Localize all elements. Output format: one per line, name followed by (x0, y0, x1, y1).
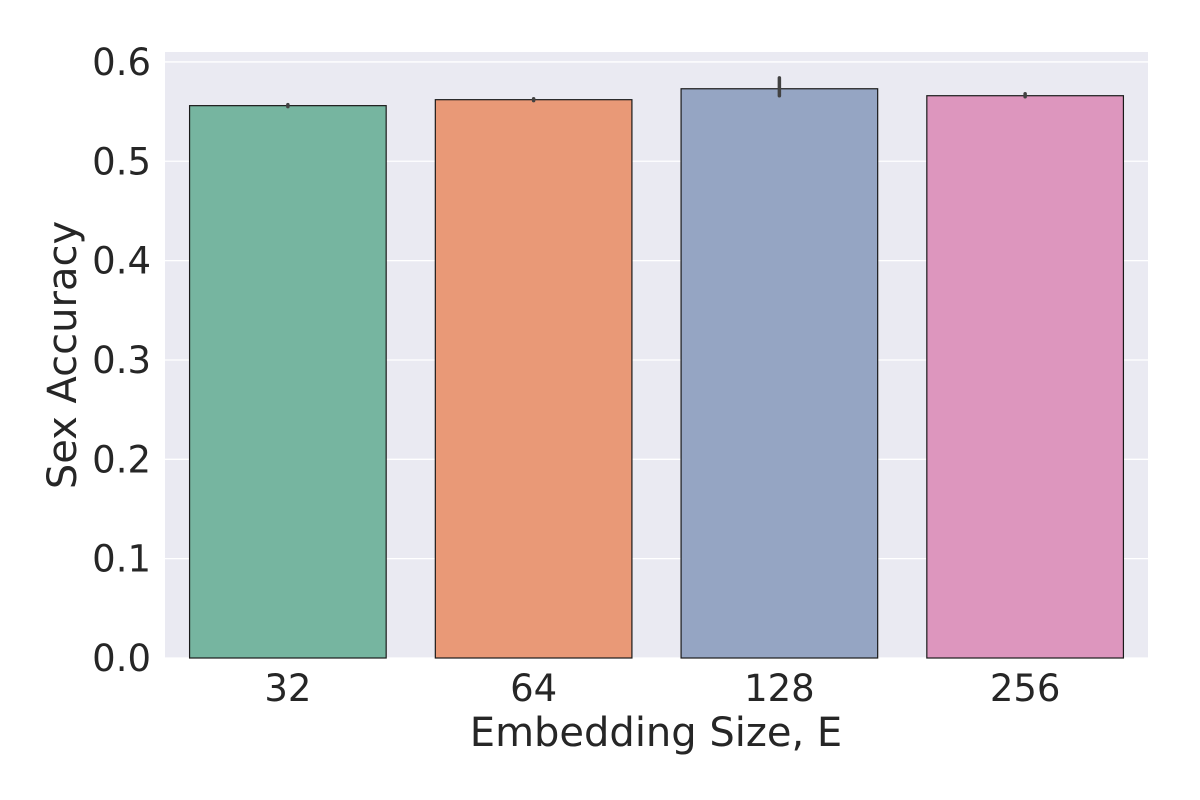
x-axis-ticks: 32 64 128 256 (264, 667, 1060, 710)
y-tick-label: 0.6 (92, 41, 151, 84)
y-tick-label: 0.4 (92, 240, 151, 283)
x-tick-label: 64 (510, 667, 557, 710)
error-bars (286, 76, 1027, 109)
y-axis-ticks: 0.0 0.1 0.2 0.3 0.4 0.5 0.6 (92, 41, 151, 680)
bar-32 (188, 105, 387, 659)
x-tick-label: 128 (744, 667, 815, 710)
bar-64 (434, 99, 633, 659)
x-axis-label: Embedding Size, E (470, 710, 842, 756)
y-tick-label: 0.0 (92, 637, 151, 680)
x-tick-label: 32 (264, 667, 311, 710)
bar-256 (926, 95, 1125, 659)
x-tick-label: 256 (990, 667, 1061, 710)
y-axis-label: Sex Accuracy (40, 221, 86, 489)
y-tick-label: 0.3 (92, 339, 151, 382)
y-tick-label: 0.1 (92, 538, 151, 581)
y-tick-label: 0.2 (92, 438, 151, 481)
bars (188, 88, 1125, 659)
bar-128 (680, 88, 879, 659)
y-tick-label: 0.5 (92, 140, 151, 183)
